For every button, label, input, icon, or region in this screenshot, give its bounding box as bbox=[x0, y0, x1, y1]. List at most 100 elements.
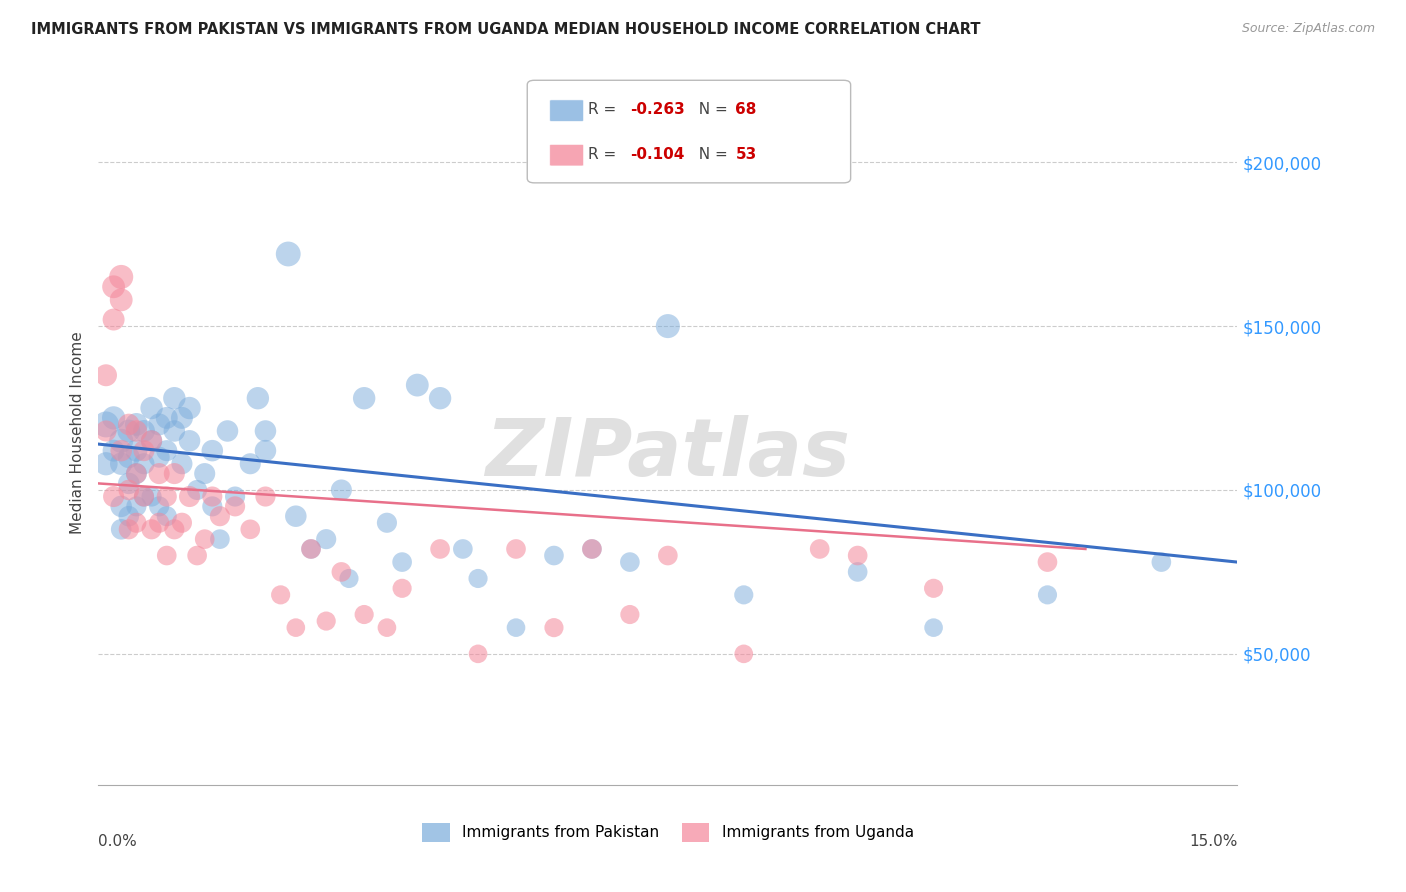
Point bbox=[103, 410, 125, 425]
Point bbox=[543, 549, 565, 563]
Point bbox=[224, 490, 246, 504]
Point bbox=[808, 541, 831, 556]
Point bbox=[156, 410, 179, 425]
Point bbox=[94, 424, 117, 438]
Point bbox=[118, 476, 141, 491]
Point bbox=[846, 565, 869, 579]
Point bbox=[186, 483, 208, 497]
Text: 68: 68 bbox=[735, 103, 756, 117]
Point bbox=[1036, 555, 1059, 569]
Point bbox=[239, 457, 262, 471]
Point bbox=[337, 572, 360, 586]
Point bbox=[141, 490, 163, 504]
Point bbox=[94, 368, 117, 383]
Point bbox=[163, 424, 186, 438]
Point bbox=[270, 588, 292, 602]
Text: N =: N = bbox=[689, 147, 733, 161]
Point bbox=[330, 483, 353, 497]
Point bbox=[353, 607, 375, 622]
Point bbox=[330, 565, 353, 579]
Point bbox=[391, 582, 413, 596]
Point bbox=[125, 467, 148, 481]
Point bbox=[239, 522, 262, 536]
Point bbox=[467, 647, 489, 661]
Point bbox=[201, 500, 224, 514]
Point bbox=[156, 443, 179, 458]
Point bbox=[201, 490, 224, 504]
Point bbox=[156, 490, 179, 504]
Point bbox=[125, 424, 148, 438]
Point bbox=[118, 483, 141, 497]
Point bbox=[103, 279, 125, 293]
Point bbox=[170, 457, 193, 471]
Point bbox=[315, 532, 337, 546]
Point bbox=[148, 450, 170, 465]
Point bbox=[179, 490, 201, 504]
Point bbox=[170, 516, 193, 530]
Point bbox=[110, 293, 132, 307]
Point bbox=[922, 582, 945, 596]
Point bbox=[1150, 555, 1173, 569]
Text: ZIPatlas: ZIPatlas bbox=[485, 415, 851, 492]
Text: Source: ZipAtlas.com: Source: ZipAtlas.com bbox=[1241, 22, 1375, 36]
Point bbox=[391, 555, 413, 569]
Point bbox=[170, 410, 193, 425]
Point bbox=[375, 621, 398, 635]
Point bbox=[224, 500, 246, 514]
Point bbox=[110, 434, 132, 448]
Point bbox=[103, 490, 125, 504]
Point bbox=[299, 541, 322, 556]
Point bbox=[657, 549, 679, 563]
Point bbox=[194, 467, 217, 481]
Point bbox=[110, 269, 132, 284]
Point bbox=[543, 621, 565, 635]
Point bbox=[1036, 588, 1059, 602]
Point bbox=[163, 391, 186, 405]
Point bbox=[429, 541, 451, 556]
Point bbox=[186, 549, 208, 563]
Point bbox=[163, 522, 186, 536]
Point bbox=[156, 509, 179, 524]
Point bbox=[125, 417, 148, 432]
Point bbox=[201, 443, 224, 458]
Text: 0.0%: 0.0% bbox=[98, 834, 138, 849]
Point bbox=[110, 457, 132, 471]
Point bbox=[451, 541, 474, 556]
Y-axis label: Median Household Income: Median Household Income bbox=[69, 331, 84, 534]
Point bbox=[141, 434, 163, 448]
Point bbox=[141, 401, 163, 415]
Point bbox=[733, 647, 755, 661]
Point bbox=[284, 621, 307, 635]
Point bbox=[619, 555, 641, 569]
Point bbox=[110, 522, 132, 536]
Point bbox=[125, 443, 148, 458]
Point bbox=[581, 541, 603, 556]
Point bbox=[132, 424, 155, 438]
Text: R =: R = bbox=[588, 147, 621, 161]
Point bbox=[581, 541, 603, 556]
Point bbox=[315, 614, 337, 628]
Point bbox=[284, 509, 307, 524]
Point bbox=[163, 467, 186, 481]
Point bbox=[118, 522, 141, 536]
Point bbox=[125, 516, 148, 530]
Point bbox=[299, 541, 322, 556]
Point bbox=[118, 424, 141, 438]
Point bbox=[467, 572, 489, 586]
Point bbox=[141, 434, 163, 448]
Point bbox=[125, 467, 148, 481]
Point bbox=[132, 490, 155, 504]
Legend: Immigrants from Pakistan, Immigrants from Uganda: Immigrants from Pakistan, Immigrants fro… bbox=[416, 817, 920, 847]
Point bbox=[179, 434, 201, 448]
Text: -0.104: -0.104 bbox=[630, 147, 685, 161]
Point bbox=[254, 424, 277, 438]
Point bbox=[194, 532, 217, 546]
Point bbox=[246, 391, 269, 405]
Text: IMMIGRANTS FROM PAKISTAN VS IMMIGRANTS FROM UGANDA MEDIAN HOUSEHOLD INCOME CORRE: IMMIGRANTS FROM PAKISTAN VS IMMIGRANTS F… bbox=[31, 22, 980, 37]
Point bbox=[406, 378, 429, 392]
Point bbox=[132, 443, 155, 458]
Point bbox=[148, 417, 170, 432]
Point bbox=[103, 312, 125, 326]
Point bbox=[110, 500, 132, 514]
Point bbox=[141, 522, 163, 536]
